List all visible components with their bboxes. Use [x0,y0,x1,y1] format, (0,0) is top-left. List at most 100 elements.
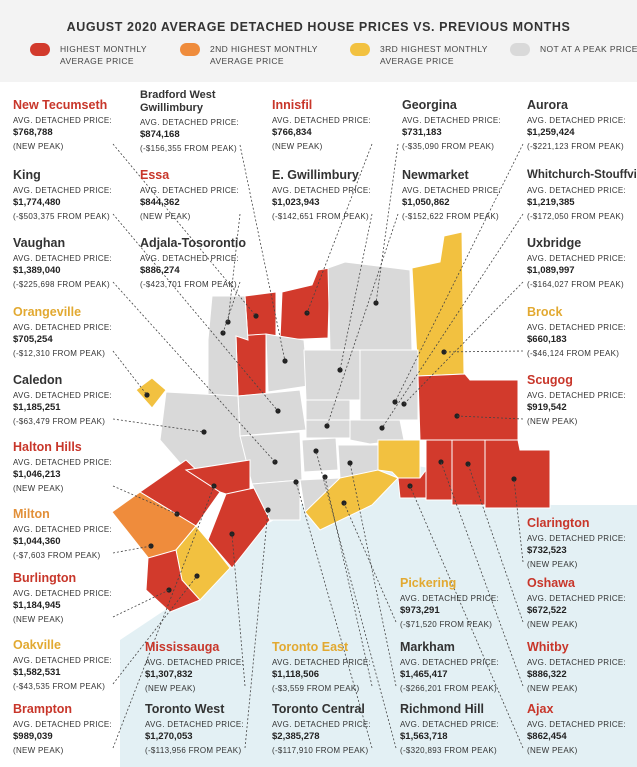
region-price: $1,185,251 [13,402,61,413]
leader-line [112,213,279,412]
region-innisfil [279,267,331,341]
region-marker [322,474,328,480]
price-label: AVG. DETACHED PRICE: [527,534,627,543]
region-entry: Vaughan AVG. DETACHED PRICE: $1,389,040 (-$… [13,236,138,290]
region-price: $705,254 [13,334,53,345]
region-price: $672,522 [527,605,567,616]
region-name: Whitchurch-Stouffville [527,169,637,181]
region-name: Toronto West [145,702,225,716]
region-name: Scugog [527,373,573,387]
region-entry: Uxbridge AVG. DETACHED PRICE: $1,089,997 (-… [527,236,637,290]
region-entry: Oakville AVG. DETACHED PRICE: $1,582,531 (-… [13,638,138,692]
price-label: AVG. DETACHED PRICE: [272,658,372,667]
region-note: (NEW PEAK) [13,484,64,493]
region-orangeville [135,377,167,409]
region-price: $1,219,385 [527,197,575,208]
region-entry: Scugog AVG. DETACHED PRICE: $919,542 (NEW P… [527,373,637,427]
region-name: Mississauga [145,640,220,654]
price-label: AVG. DETACHED PRICE: [527,720,627,729]
region-marker [324,423,330,429]
region-price: $844,362 [140,197,180,208]
region-note: (-$7,603 FROM PEAK) [13,551,101,560]
region-entry: Innisfil AVG. DETACHED PRICE: $766,834 (NEW… [272,98,397,152]
region-name: Brampton [13,702,73,716]
region-name: Georgina [402,98,457,112]
price-label: AVG. DETACHED PRICE: [272,116,372,125]
region-name: Whitby [527,640,569,654]
price-label: AVG. DETACHED PRICE: [13,116,113,125]
region-name: Newmarket [402,168,469,182]
region-entry: Richmond Hill AVG. DETACHED PRICE: $1,563,… [400,702,525,756]
leader-line [343,502,397,623]
region-price: $731,183 [402,127,442,138]
region-note: (NEW PEAK) [13,746,64,755]
region-name: Orangeville [13,305,82,319]
price-label: AVG. DETACHED PRICE: [527,186,627,195]
region-price: $1,044,360 [13,536,61,547]
leader-line [326,213,399,427]
price-label: AVG. DETACHED PRICE: [527,116,627,125]
region-name: Burlington [13,571,77,585]
price-label: AVG. DETACHED PRICE: [272,186,372,195]
region-price: $766,834 [272,127,312,138]
region-name: Oakville [13,638,61,652]
legend-label: 2ND HIGHEST MONTHLY AVERAGE PRICE [210,44,318,66]
region-richmond-hill [301,437,339,473]
legend-item: NOT AT A PEAK PRICE [510,43,637,56]
region-note: (-$152,622 FROM PEAK) [402,212,499,221]
price-label: AVG. DETACHED PRICE: [400,720,500,729]
region-entry: Oshawa AVG. DETACHED PRICE: $672,522 (NEW P… [527,576,637,630]
region-name: Aurora [527,98,568,112]
legend-label: 3RD HIGHEST MONTHLY AVERAGE PRICE [380,44,488,66]
legend-item: 2ND HIGHEST MONTHLY AVERAGE PRICE [180,43,320,67]
region-whitby [425,439,453,501]
price-label: AVG. DETACHED PRICE: [13,525,113,534]
price-label: AVG. DETACHED PRICE: [527,254,627,263]
leader-line [349,462,397,687]
region-price: $862,454 [527,731,567,742]
region-price: $1,023,943 [272,197,320,208]
region-note: (NEW PEAK) [272,142,323,151]
region-note: (-$156,355 FROM PEAK) [140,144,237,153]
region-price: $1,270,053 [145,731,193,742]
region-price: $1,563,718 [400,731,448,742]
price-label: AVG. DETACHED PRICE: [400,594,500,603]
price-label: AVG. DETACHED PRICE: [140,254,240,263]
price-label: AVG. DETACHED PRICE: [13,186,113,195]
region-entry: Clarington AVG. DETACHED PRICE: $732,523 (N… [527,516,637,570]
region-e-gwillimbury [303,349,361,401]
leader-line [339,213,373,371]
region-name: Toronto Central [272,702,365,716]
region-entry: Toronto West AVG. DETACHED PRICE: $1,270,0… [145,702,270,756]
region-price: $989,039 [13,731,53,742]
region-price: $919,542 [527,402,567,413]
legend-bar: AUGUST 2020 AVERAGE DETACHED HOUSE PRICE… [0,0,637,82]
region-mississauga [207,487,271,569]
region-note: (-$12,310 FROM PEAK) [13,349,106,358]
price-label: AVG. DETACHED PRICE: [140,118,240,127]
region-entry: Essa AVG. DETACHED PRICE: $844,362 (NEW PEA… [140,168,265,222]
price-label: AVG. DETACHED PRICE: [13,323,113,332]
region-price: $1,582,531 [13,667,61,678]
region-entry: Aurora AVG. DETACHED PRICE: $1,259,424 (-$2… [527,98,637,152]
price-label: AVG. DETACHED PRICE: [13,720,113,729]
price-label: AVG. DETACHED PRICE: [402,116,502,125]
price-label: AVG. DETACHED PRICE: [527,391,627,400]
region-marker [148,543,154,549]
region-name: Richmond Hill [400,702,485,716]
region-note: (-$142,651 FROM PEAK) [272,212,369,221]
region-marker [201,429,207,435]
leader-line [112,143,257,317]
region-note: (NEW PEAK) [13,142,64,151]
region-note: (-$35,090 FROM PEAK) [402,142,495,151]
region-name: King [13,168,41,182]
region-note: (-$225,698 FROM PEAK) [13,280,110,289]
region-note: (NEW PEAK) [140,212,191,221]
region-entry: Adjala-Tosorontio AVG. DETACHED PRICE: $88… [140,236,265,290]
price-label: AVG. DETACHED PRICE: [527,323,627,332]
region-price: $1,389,040 [13,265,61,276]
price-label: AVG. DETACHED PRICE: [13,656,113,665]
region-name: Markham [400,640,455,654]
leader-line [222,281,241,334]
region-marker [313,448,319,454]
